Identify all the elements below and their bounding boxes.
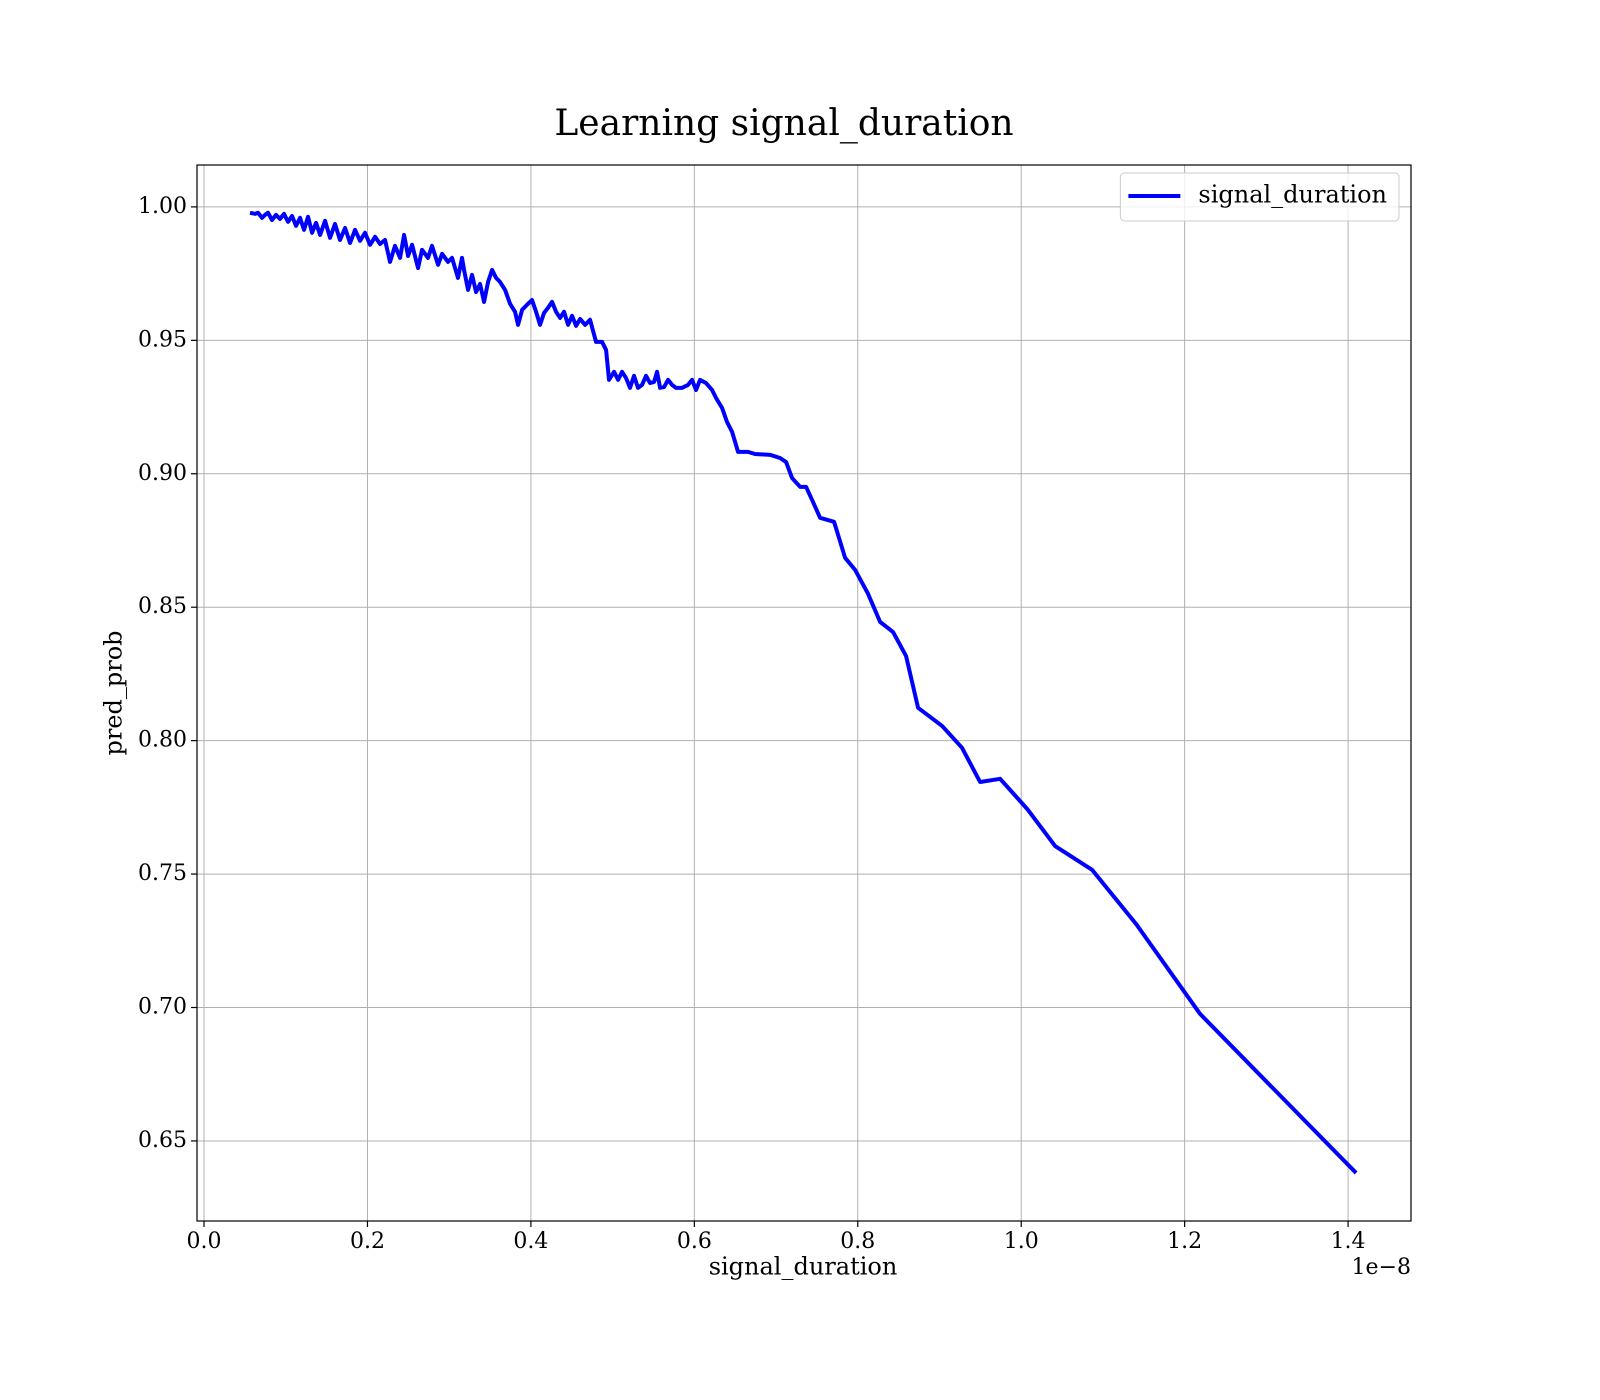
- y-tick-label: 0.95: [138, 327, 187, 352]
- x-tick-label: 0.4: [513, 1229, 548, 1254]
- x-tick-label: 0.6: [677, 1229, 712, 1254]
- axes-frame: [196, 164, 1412, 1222]
- y-axis-label: pred_prob: [100, 630, 128, 755]
- data-line: [249, 210, 1358, 1175]
- x-tick-label: 0.8: [840, 1229, 875, 1254]
- grid: [197, 165, 1411, 1221]
- x-tick-label: 1.0: [1004, 1229, 1039, 1254]
- x-tick-label: 0.2: [350, 1229, 385, 1254]
- y-tick-label: 0.85: [138, 594, 187, 619]
- x-tick-label: 1.2: [1167, 1229, 1202, 1254]
- y-tick-label: 0.80: [138, 728, 187, 753]
- chart-title: Learning signal_duration: [554, 103, 1013, 144]
- x-tick-label: 0.0: [187, 1229, 222, 1254]
- plot-area: [249, 210, 1358, 1175]
- legend: signal_duration: [1119, 172, 1400, 222]
- y-tick-label: 0.90: [138, 461, 187, 486]
- y-tick-label: 1.00: [138, 194, 187, 219]
- y-tick-label: 0.70: [138, 995, 187, 1020]
- y-tick-label: 0.65: [138, 1128, 187, 1153]
- y-tick-label: 0.75: [138, 861, 187, 886]
- legend-box: [1119, 172, 1400, 222]
- x-tick-label: 1.4: [1331, 1229, 1366, 1254]
- x-offset-label: 1e−8: [1352, 1255, 1411, 1280]
- legend-label: signal_duration: [1198, 181, 1387, 209]
- x-axis-label: signal_duration: [709, 1253, 898, 1281]
